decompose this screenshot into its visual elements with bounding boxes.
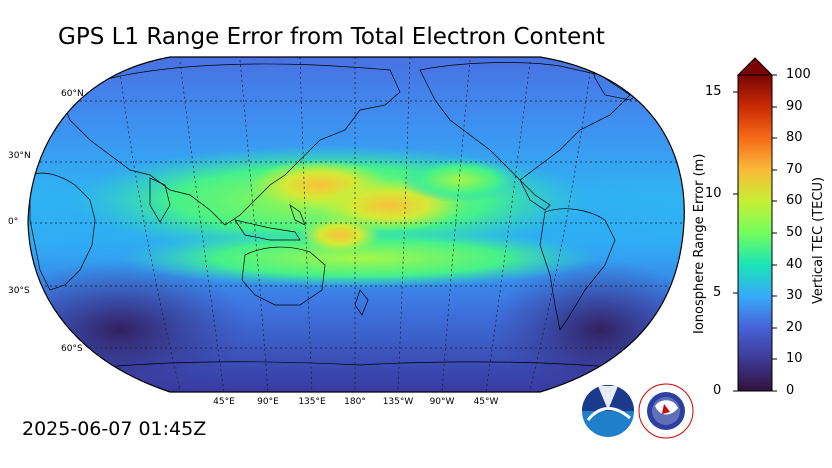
lon-label-90e: 90°E <box>257 397 279 407</box>
cb-right-tick-80: 80 <box>786 130 803 145</box>
tec-field <box>28 57 685 392</box>
lat-label-60s: 60°S <box>61 344 83 354</box>
coastlines <box>29 61 661 373</box>
lon-label-90w: 90°W <box>429 397 455 407</box>
timestamp: 2025-06-07 01:45Z <box>22 418 207 440</box>
cb-right-tick-100: 100 <box>786 67 811 82</box>
cb-right-tick-20: 20 <box>786 320 803 335</box>
lon-label-45e: 45°E <box>213 397 235 407</box>
lat-label-30s: 30°S <box>8 286 30 296</box>
cb-right-tick-40: 40 <box>786 257 803 272</box>
cb-right-tick-0: 0 <box>786 383 795 398</box>
nws-logo <box>638 383 694 439</box>
lon-label-45w: 45°W <box>473 397 499 407</box>
lon-label-135w: 135°W <box>382 397 414 407</box>
cb-right-tick-60: 60 <box>786 193 803 208</box>
colorbar-right-axis-label: Vertical TEC (TECU) <box>811 176 826 304</box>
cb-right-tick-50: 50 <box>786 225 803 240</box>
colorbar-left-axis-label: Ionosphere Range Error (m) <box>692 153 707 334</box>
cb-right-tick-30: 30 <box>786 288 803 303</box>
chart-title: GPS L1 Range Error from Total Electron C… <box>58 24 605 50</box>
lat-label-equator: 0° <box>8 217 19 227</box>
cb-right-tick-70: 70 <box>786 162 803 177</box>
cb-left-tick-10: 10 <box>705 186 722 201</box>
cb-left-tick-0: 0 <box>713 383 722 398</box>
cb-left-tick-15: 15 <box>705 84 722 99</box>
colorbar <box>733 57 777 392</box>
cb-right-tick-10: 10 <box>786 351 803 366</box>
lat-label-60n: 60°N <box>61 89 84 99</box>
graticule <box>28 57 685 392</box>
lon-label-180: 180° <box>344 397 366 407</box>
colorbar-extend-arrow <box>736 57 774 76</box>
noaa-logo <box>582 385 634 437</box>
cb-left-tick-5: 5 <box>713 285 722 300</box>
lat-label-30n: 30°N <box>8 151 31 161</box>
cb-right-tick-90: 90 <box>786 99 803 114</box>
lon-label-135e: 135°E <box>298 397 326 407</box>
